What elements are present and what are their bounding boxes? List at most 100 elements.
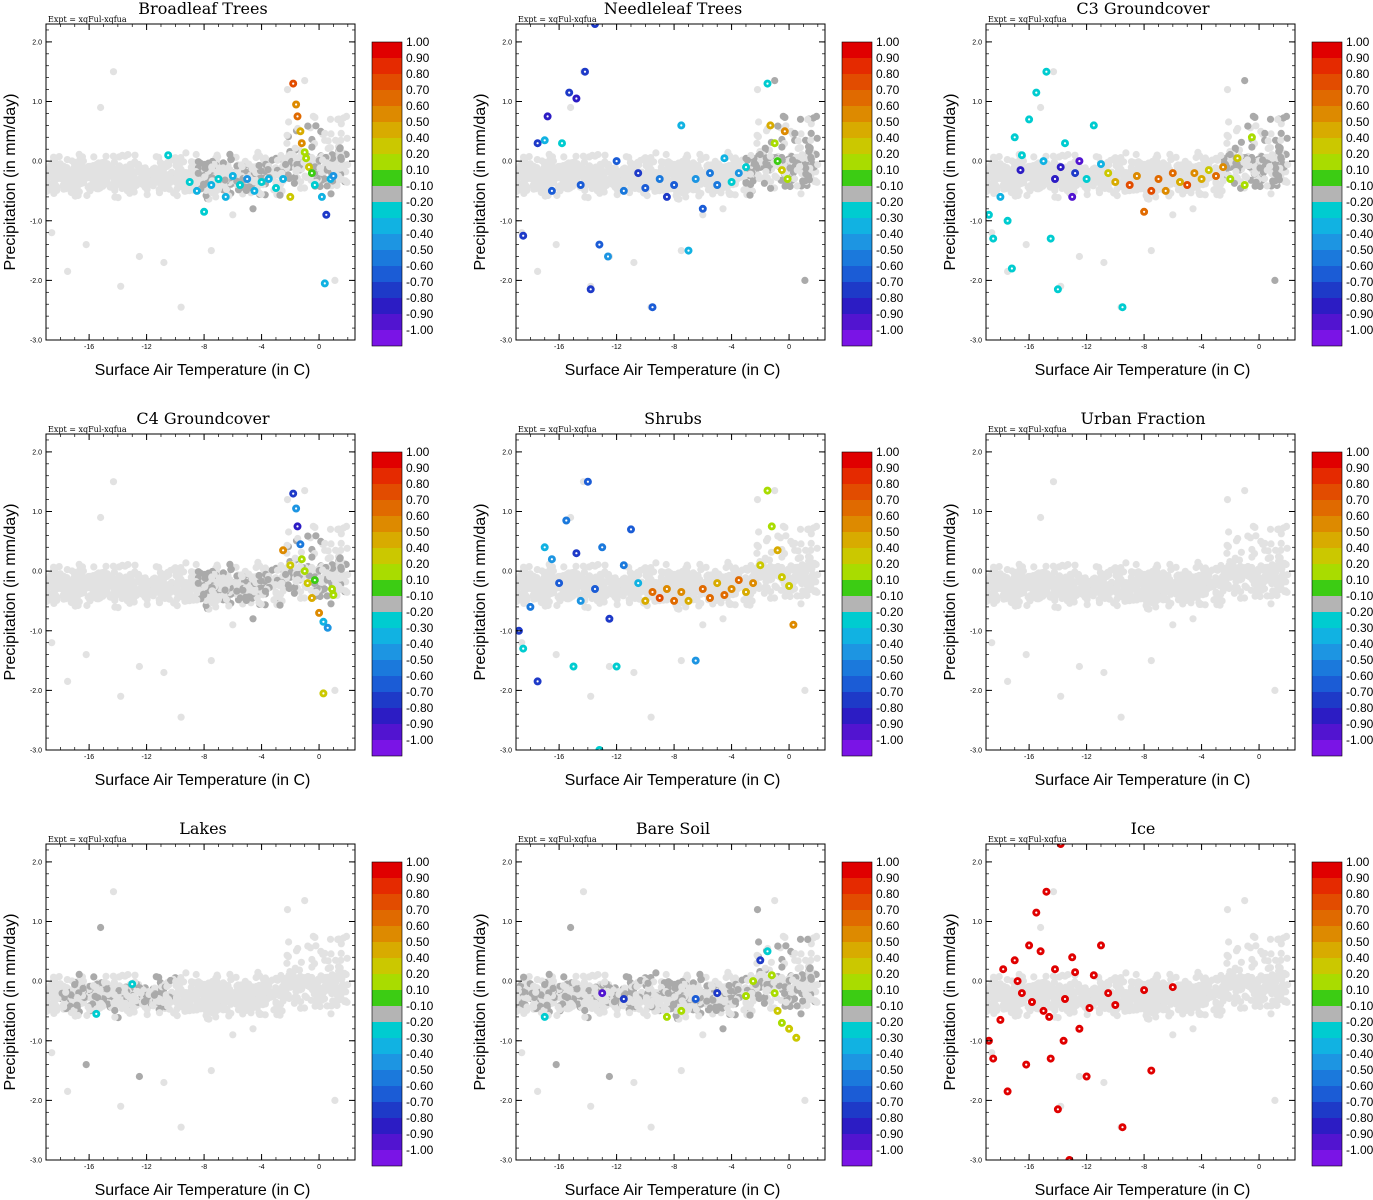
- background-point: [743, 156, 752, 164]
- background-point: [332, 136, 340, 144]
- panel-title: Broadleaf Trees: [138, 0, 267, 18]
- background-point: [689, 159, 697, 167]
- background-point: [516, 174, 522, 182]
- background-point: [327, 190, 335, 198]
- colorbar-segment: [842, 170, 872, 186]
- background-point: [312, 532, 320, 540]
- background-point: [251, 178, 259, 186]
- background-point: [580, 171, 588, 179]
- data-point-center: [766, 82, 769, 85]
- background-point: [64, 677, 72, 686]
- data-point-center: [224, 195, 227, 198]
- background-point: [285, 118, 293, 126]
- background-point: [319, 566, 327, 574]
- colorbar-label: 0.10: [876, 163, 900, 177]
- background-point: [1266, 115, 1275, 123]
- background-point: [678, 163, 686, 171]
- background-point: [672, 191, 680, 199]
- colorbar-label: 1.00: [1346, 35, 1370, 49]
- background-point: [255, 161, 263, 170]
- background-point: [97, 513, 105, 522]
- y-axis-label: Precipitation (in mm/day): [2, 94, 19, 271]
- background-point: [261, 154, 269, 162]
- y-tick-label: 0.0: [32, 159, 42, 166]
- background-point: [343, 134, 351, 142]
- background-point: [155, 599, 164, 607]
- colorbar-label: -1.00: [1346, 323, 1373, 337]
- background-point: [82, 241, 90, 249]
- background-point: [238, 163, 246, 171]
- colorbar-label: 0.40: [406, 541, 430, 555]
- colorbar-label: -1.00: [876, 323, 904, 337]
- colorbar-segment: [1312, 218, 1342, 234]
- background-point: [62, 578, 70, 586]
- background-point: [140, 588, 149, 596]
- colorbar-label: 0.60: [406, 509, 430, 523]
- panel-title: C3 Groundcover: [1076, 0, 1210, 18]
- background-point: [59, 591, 67, 599]
- background-point: [532, 168, 540, 176]
- x-tick-label: -16: [1024, 344, 1034, 351]
- background-point: [755, 118, 763, 126]
- background-point: [811, 177, 820, 185]
- data-point-center: [992, 237, 995, 240]
- background-point: [682, 193, 690, 201]
- data-point-center: [1071, 195, 1074, 198]
- colorbar-segment: [372, 42, 402, 58]
- background-point: [553, 191, 561, 200]
- background-point: [1169, 211, 1177, 219]
- background-point: [1260, 175, 1269, 183]
- colorbar-segment: [372, 314, 402, 330]
- background-point: [814, 161, 822, 169]
- background-point: [148, 181, 157, 189]
- background-point: [1225, 118, 1233, 126]
- background-point: [530, 162, 538, 170]
- background-point: [986, 187, 991, 195]
- data-point-center: [598, 243, 601, 246]
- background-point: [321, 539, 329, 548]
- background-point: [194, 568, 202, 576]
- background-point: [719, 205, 727, 213]
- data-point-center: [1236, 157, 1239, 160]
- background-point: [103, 165, 111, 173]
- background-point: [662, 560, 670, 569]
- background-point: [601, 561, 609, 569]
- background-point: [292, 168, 300, 176]
- data-point-center: [776, 160, 779, 163]
- background-point: [601, 158, 609, 166]
- colorbar-label: -1.00: [406, 323, 434, 337]
- background-point: [678, 177, 686, 185]
- background-point: [593, 187, 601, 195]
- data-point-center: [246, 177, 249, 181]
- data-point-center: [332, 593, 335, 597]
- background-point: [131, 561, 139, 569]
- expt-annotation: Expt = xqFul-xqfua: [518, 425, 597, 434]
- data-point-center: [536, 142, 539, 145]
- background-point: [173, 602, 181, 610]
- background-point: [802, 164, 810, 172]
- background-point: [46, 597, 51, 605]
- x-tick-label: 0: [787, 344, 791, 351]
- colorbar-label: 1.00: [876, 35, 900, 49]
- colorbar-label: 0.40: [406, 131, 430, 145]
- colorbar-label: 0.20: [1346, 147, 1370, 161]
- data-point-center: [1059, 166, 1062, 169]
- background-point: [1249, 112, 1257, 120]
- background-point: [695, 168, 703, 177]
- background-point: [207, 657, 215, 665]
- background-point: [64, 267, 72, 275]
- background-point: [290, 179, 298, 187]
- background-point: [111, 596, 119, 605]
- background-point: [83, 191, 91, 200]
- background-point: [807, 153, 815, 161]
- data-point-center: [231, 174, 234, 178]
- background-point: [212, 193, 220, 201]
- colorbar-segment: [372, 106, 402, 122]
- background-point: [1011, 161, 1019, 169]
- background-point: [581, 186, 589, 195]
- x-tick-label: -16: [84, 754, 94, 761]
- background-point: [572, 152, 580, 160]
- background-point: [245, 584, 253, 592]
- colorbar-label: 0.80: [406, 67, 430, 81]
